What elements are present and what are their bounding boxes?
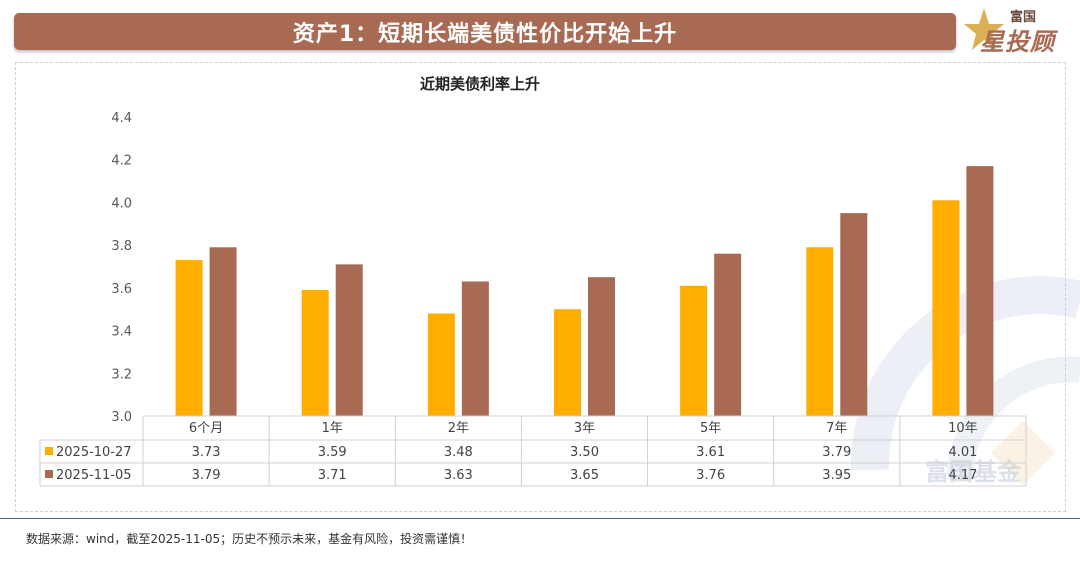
- table-cell-value: 3.79: [192, 468, 221, 483]
- legend-swatch: [45, 470, 53, 478]
- footer-divider: [0, 518, 1080, 519]
- table-cell-value: 3.76: [696, 468, 725, 483]
- table-cell-value: 4.17: [948, 468, 977, 483]
- category-label: 2年: [448, 421, 469, 436]
- table-cell-value: 3.63: [444, 468, 473, 483]
- section-banner: 资产1：短期长端美债性价比开始上升: [14, 13, 956, 50]
- table-cell-value: 3.61: [696, 445, 725, 460]
- y-tick-label: 3.2: [111, 367, 132, 382]
- chart-title: 近期美债利率上升: [420, 75, 540, 93]
- star-icon: [964, 8, 1004, 50]
- bar-series1-1: [301, 289, 329, 416]
- bar-series1-5: [806, 247, 834, 416]
- category-label: 7年: [826, 421, 847, 436]
- table-cell-value: 3.95: [822, 468, 851, 483]
- logo-bottom-text: 星投顾: [980, 28, 1055, 56]
- legend-series-name: 2025-10-27: [56, 445, 132, 460]
- category-label: 6个月: [189, 421, 223, 436]
- bar-series1-0: [175, 260, 203, 416]
- category-label: 10年: [948, 421, 978, 436]
- y-tick-label: 3.0: [111, 410, 132, 425]
- logo-top-text: 富国: [1010, 10, 1037, 25]
- bar-series2-5: [840, 213, 868, 416]
- bar-series2-0: [209, 247, 237, 416]
- bar-series2-4: [714, 253, 742, 416]
- chart-frame: [15, 62, 1066, 512]
- table-cell-value: 3.71: [318, 468, 347, 483]
- bar-series2-1: [335, 264, 363, 416]
- category-label: 5年: [700, 421, 721, 436]
- y-tick-label: 4.0: [111, 196, 132, 211]
- y-tick-label: 4.2: [111, 154, 132, 169]
- table-cell-value: 4.01: [948, 445, 977, 460]
- table-cell-value: 3.48: [444, 445, 473, 460]
- legend-series-name: 2025-11-05: [56, 468, 132, 483]
- table-cell-value: 3.50: [570, 445, 599, 460]
- category-label: 3年: [574, 421, 595, 436]
- y-tick-label: 3.8: [111, 239, 132, 254]
- y-tick-label: 3.4: [111, 325, 132, 340]
- bar-series1-3: [554, 309, 581, 416]
- bar-series2-2: [461, 281, 489, 416]
- bar-series2-3: [588, 277, 615, 416]
- y-tick-label: 3.6: [111, 282, 132, 297]
- table-cell-value: 3.65: [570, 468, 599, 483]
- banner-title: 资产1：短期长端美债性价比开始上升: [292, 21, 678, 47]
- bar-series1-6: [932, 200, 960, 416]
- legend-swatch: [45, 447, 53, 455]
- bar-series1-2: [427, 313, 455, 416]
- brand-logo: 富国 星投顾: [962, 4, 1074, 56]
- table-cell-value: 3.73: [192, 445, 221, 460]
- table-cell-value: 3.79: [822, 445, 851, 460]
- bar-series2-6: [966, 166, 994, 416]
- bar-series1-4: [680, 285, 708, 416]
- category-label: 1年: [322, 421, 343, 436]
- footer-source: 数据来源：wind，截至2025-11-05；历史不预示未来，基金有风险，投资需…: [26, 532, 473, 546]
- y-tick-label: 4.4: [111, 111, 132, 126]
- table-cell-value: 3.59: [318, 445, 347, 460]
